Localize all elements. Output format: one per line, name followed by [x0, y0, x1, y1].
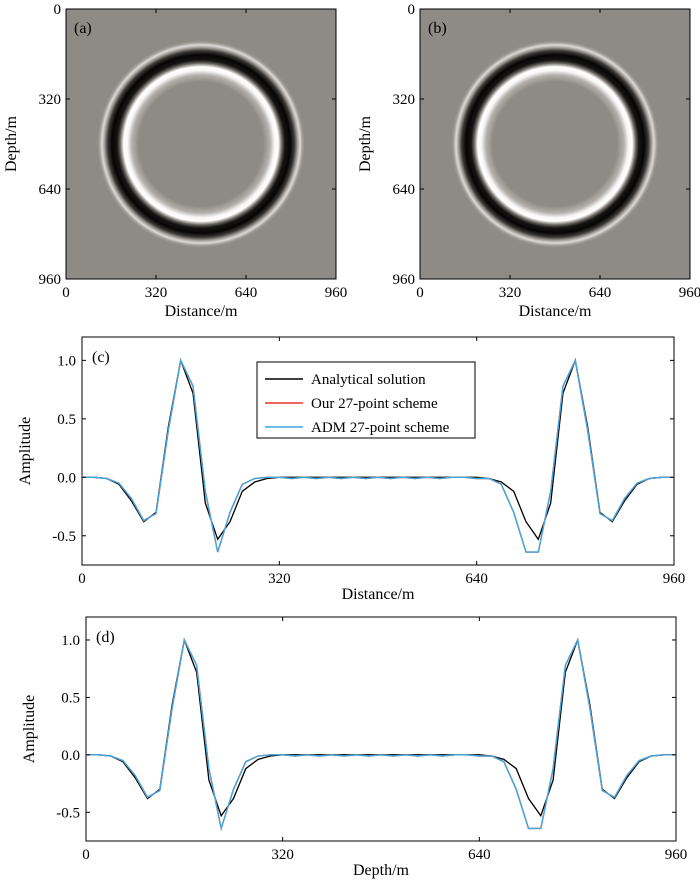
y-axis-label: Depth/m — [357, 115, 374, 172]
y-tick-label: 0.0 — [57, 470, 76, 486]
wavefront-ring — [451, 40, 659, 248]
x-axis-label: Depth/m — [353, 862, 410, 879]
x-tick-label: 640 — [465, 571, 488, 587]
x-tick-label: 0 — [82, 847, 90, 863]
y-axis-label: Depth/m — [3, 115, 20, 172]
y-tick-label: 0 — [54, 2, 62, 18]
panel-d: 0 320 640 960 1.0 0.5 0.0 -0.5 (d) Depth/m Amplitu… — [21, 616, 688, 879]
x-tick-label: 0 — [416, 285, 424, 301]
x-tick-label: 960 — [663, 571, 686, 587]
y-tick-label: 960 — [393, 272, 416, 288]
x-tick-label: 640 — [235, 285, 258, 301]
series-line-2 — [86, 637, 676, 832]
y-tick-label: 320 — [393, 92, 416, 108]
y-tick-label: 1.0 — [57, 353, 76, 369]
y-tick-label: -0.5 — [56, 805, 80, 821]
plot-frame — [65, 8, 337, 280]
x-tick-label: 960 — [325, 285, 348, 301]
legend-box — [256, 361, 476, 439]
x-tick-label: 960 — [679, 285, 700, 301]
x-tick-label: 640 — [589, 285, 612, 301]
x-tick-label: 320 — [268, 571, 291, 587]
y-tick-label: 640 — [39, 182, 62, 198]
y-tick-label: 0 — [408, 2, 416, 18]
y-tick-label: 960 — [39, 272, 62, 288]
x-axis-label: Distance/m — [519, 303, 592, 320]
x-tick-label: 0 — [62, 285, 70, 301]
panel-c: 0 320 640 960 1.0 0.5 0.0 -0.5 (c) Distance/m Ampl… — [17, 336, 686, 603]
x-tick-label: 320 — [271, 847, 294, 863]
panel-label: (d) — [96, 629, 115, 646]
y-tick-label: 0.0 — [61, 748, 80, 764]
legend-label-0: Analytical solution — [311, 372, 426, 388]
legend-label-1: Our 27-point scheme — [311, 396, 438, 412]
x-tick-label: 320 — [145, 285, 168, 301]
y-axis-label: Amplitude — [21, 695, 38, 763]
panel-label: (a) — [74, 20, 92, 37]
y-tick-label: 640 — [393, 182, 416, 198]
y-tick-label: 320 — [39, 92, 62, 108]
plot-frame — [85, 616, 677, 842]
series-line-2 — [82, 358, 674, 553]
y-tick-label: -0.5 — [52, 529, 76, 545]
x-axis-label: Distance/m — [342, 586, 415, 603]
x-tick-label: 640 — [468, 847, 491, 863]
y-tick-label: 0.5 — [57, 412, 76, 428]
wavefront-ring — [97, 40, 305, 248]
plot-frame — [419, 8, 691, 280]
x-tick-label: 960 — [665, 847, 688, 863]
panel-label: (b) — [428, 20, 447, 37]
y-tick-label: 0.5 — [61, 690, 80, 706]
legend: Analytical solution Our 27-point scheme AD… — [256, 361, 476, 439]
x-axis-label: Distance/m — [165, 303, 238, 320]
x-tick-label: 320 — [499, 285, 522, 301]
legend-label-2: ADM 27-point scheme — [311, 420, 450, 436]
y-tick-label: 1.0 — [61, 633, 80, 649]
panel-label: (c) — [92, 349, 110, 366]
y-axis-label: Amplitude — [17, 417, 34, 485]
x-tick-label: 0 — [78, 571, 86, 587]
